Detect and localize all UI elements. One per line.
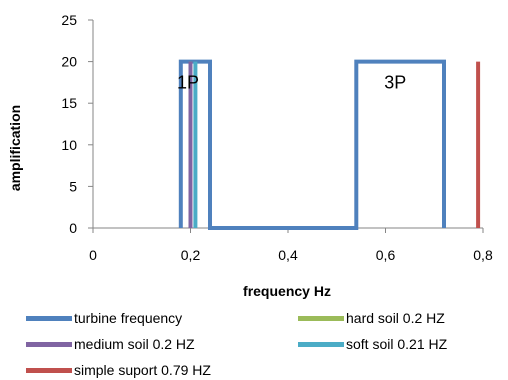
annotation-layer: 1P 3P bbox=[177, 72, 406, 92]
series-layer bbox=[178, 59, 481, 230]
x-axis-title: frequency Hz bbox=[243, 283, 331, 299]
annotation-label: 1P bbox=[177, 72, 199, 92]
legend-item: medium soil 0.2 HZ bbox=[26, 334, 195, 354]
legend-swatch bbox=[26, 367, 72, 373]
legend-swatch bbox=[26, 315, 72, 321]
legend-swatch bbox=[298, 315, 344, 321]
y-tick-label: 15 bbox=[61, 95, 77, 111]
legend: turbine frequency hard soil 0.2 HZ medium … bbox=[0, 306, 508, 380]
legend-swatch bbox=[26, 341, 72, 347]
legend-label: medium soil 0.2 HZ bbox=[74, 336, 195, 352]
x-tick-label: 0,8 bbox=[473, 247, 493, 263]
legend-swatch bbox=[298, 341, 344, 347]
legend-item: soft soil 0.21 HZ bbox=[298, 334, 447, 354]
legend-item: simple suport 0.79 HZ bbox=[26, 360, 211, 380]
legend-label: hard soil 0.2 HZ bbox=[346, 310, 445, 326]
y-tick-label: 5 bbox=[69, 178, 77, 194]
annotation-label: 3P bbox=[384, 72, 406, 92]
x-tick-label: 0,6 bbox=[376, 247, 396, 263]
legend-item: hard soil 0.2 HZ bbox=[298, 308, 445, 328]
legend-label: simple suport 0.79 HZ bbox=[74, 362, 211, 378]
series-line-turbine-frequency bbox=[178, 59, 446, 230]
y-tick-label: 25 bbox=[61, 12, 77, 28]
y-tick-label: 10 bbox=[61, 137, 77, 153]
y-tick-label: 20 bbox=[61, 54, 77, 70]
x-tick-label: 0 bbox=[89, 247, 97, 263]
legend-label: turbine frequency bbox=[74, 310, 183, 326]
y-axis-title: amplification bbox=[7, 105, 23, 191]
legend-item: turbine frequency bbox=[26, 308, 182, 328]
axes: 0 5 10 15 20 25 0 0,2 0,4 0,6 0,8 bbox=[61, 12, 493, 263]
y-tick-label: 0 bbox=[69, 220, 77, 236]
legend-label: soft soil 0.21 HZ bbox=[346, 336, 448, 352]
x-tick-label: 0,2 bbox=[181, 247, 201, 263]
x-tick-label: 0,4 bbox=[278, 247, 298, 263]
